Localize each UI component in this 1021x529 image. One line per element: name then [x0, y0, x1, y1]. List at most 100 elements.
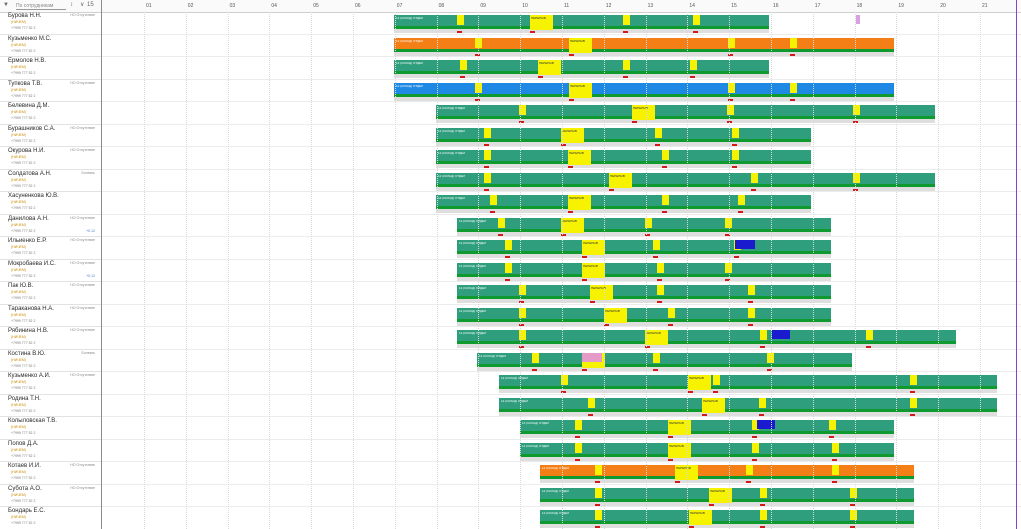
- employee-name[interactable]: Рябинина Н.В.: [8, 328, 49, 334]
- employee-row[interactable]: Хасуненкова Ю.В. (НИЧЕМ) +7999 777 52 2: [0, 192, 101, 215]
- break-block[interactable]: [746, 465, 753, 475]
- shift-bar[interactable]: 12 (СКЛАД) ОТДЕЛ: [499, 397, 997, 409]
- employee-row[interactable]: Рябинина Н.В. (НИЧЕМ) +7999 777 52 2 НО Отс…: [0, 327, 101, 350]
- break-block[interactable]: ПЕРЕРЫВ: [609, 172, 632, 188]
- break-block[interactable]: ПЕРЕРЫВ: [632, 105, 655, 120]
- employee-row[interactable]: Ильиенко Е.Р. (НИЧЕМ) +7999 777 52 2 НО Отс…: [0, 237, 101, 260]
- chevron-down-icon[interactable]: ∨: [80, 2, 85, 8]
- break-block[interactable]: [866, 330, 873, 340]
- employee-row[interactable]: Ермолов Н.В. (НИЧЕМ) +7999 777 52 2: [0, 57, 101, 80]
- employee-row[interactable]: Солдатова А.Н. (НИЧЕМ) +7999 777 52 2 Болез…: [0, 170, 101, 192]
- break-block[interactable]: [713, 375, 720, 385]
- break-block[interactable]: ПЕРЕРЫВ: [530, 15, 553, 30]
- break-block[interactable]: [519, 307, 526, 318]
- break-block[interactable]: [623, 15, 630, 25]
- break-block[interactable]: [910, 397, 917, 408]
- refresh-count[interactable]: 15: [87, 2, 94, 8]
- break-block[interactable]: [728, 37, 735, 48]
- break-block[interactable]: [693, 15, 700, 25]
- break-block[interactable]: ПЕРЕРЫВ: [668, 442, 691, 458]
- employee-row[interactable]: Пак Ю.В. (НИЧЕМ) +7999 777 52 2 НО Отсутств…: [0, 282, 101, 305]
- employee-row[interactable]: Бурашников С.А. (НИЧЕМ) +7999 777 52 2 НО О…: [0, 125, 101, 147]
- break-block[interactable]: [662, 195, 669, 205]
- break-block[interactable]: ПЕРЕРЫВ: [709, 487, 732, 503]
- employee-name[interactable]: Бурова Н.Н.: [8, 13, 42, 19]
- break-block[interactable]: ПЕРЕРЫВ: [582, 262, 605, 278]
- break-block[interactable]: [748, 285, 755, 295]
- employee-row[interactable]: Родина Т.Н. (НИЧЕМ) +7999 777 52 2: [0, 395, 101, 417]
- break-block[interactable]: [505, 240, 512, 250]
- break-block[interactable]: [657, 262, 664, 273]
- break-block[interactable]: ПЕРЕРЫВ: [538, 60, 561, 75]
- break-block[interactable]: [725, 217, 732, 228]
- break-block[interactable]: ПЕРЕРЫВ: [590, 285, 613, 300]
- break-block[interactable]: [519, 285, 526, 295]
- employee-name[interactable]: Ильиенко Е.Р.: [8, 238, 47, 244]
- break-block[interactable]: ПЕРЕРЫВ: [668, 420, 691, 435]
- break-block[interactable]: [728, 82, 735, 93]
- shift-bar[interactable]: 12 (СКЛАД) ОТДЕЛ: [457, 240, 831, 251]
- break-block[interactable]: [484, 127, 491, 138]
- sort-icon[interactable]: ↕: [70, 2, 73, 8]
- employee-name[interactable]: Родина Т.Н.: [8, 395, 41, 402]
- break-block[interactable]: [484, 172, 491, 183]
- break-block[interactable]: [575, 420, 582, 430]
- break-block[interactable]: [850, 487, 857, 498]
- event-block[interactable]: [856, 15, 860, 24]
- break-block[interactable]: [575, 442, 582, 453]
- event-block[interactable]: [735, 240, 755, 249]
- break-block[interactable]: ПЕРЕРЫВ: [568, 150, 591, 165]
- break-block[interactable]: ПЕРЕРЫВ: [568, 195, 591, 210]
- break-block[interactable]: ПЕРЕРЫВ: [561, 217, 584, 233]
- break-block[interactable]: ПЕРЕРЫВ: [569, 82, 592, 98]
- shift-bar[interactable]: 12 (СКЛАД) ОТДЕЛ: [394, 37, 894, 49]
- event-block[interactable]: [772, 330, 790, 339]
- employee-name[interactable]: Солдатова А.Н.: [8, 170, 52, 177]
- employee-row[interactable]: Попов Д.А. (НИЧЕМ) +7999 777 52 2: [0, 440, 101, 462]
- employee-row[interactable]: Субота А.О. (НИЧЕМ) +7999 777 52 2 НО Отсут…: [0, 485, 101, 507]
- break-block[interactable]: [595, 465, 602, 475]
- break-block[interactable]: [725, 262, 732, 273]
- break-block[interactable]: [751, 172, 758, 183]
- shift-bar[interactable]: 12 (СКЛАД) ОТДЕЛ: [520, 420, 894, 431]
- break-block[interactable]: [519, 105, 526, 115]
- shift-bar[interactable]: 12 (СКЛАД) ОТДЕЛ: [436, 195, 811, 206]
- employee-name[interactable]: Тупкова Т.В.: [8, 80, 43, 87]
- break-block[interactable]: ПЕРЕРЫВ: [604, 307, 627, 323]
- employee-name[interactable]: Попов Д.А.: [8, 440, 39, 447]
- break-block[interactable]: [752, 442, 759, 453]
- break-block[interactable]: [498, 217, 505, 228]
- employee-row[interactable]: Костина В.Ю. (НИЧЕМ) +7999 777 52 2 Болезнь: [0, 350, 101, 372]
- break-block[interactable]: [732, 150, 739, 160]
- break-block[interactable]: [790, 82, 797, 93]
- break-block[interactable]: ПЕРЕРЫВ: [675, 465, 698, 480]
- break-block[interactable]: [657, 285, 664, 295]
- break-block[interactable]: [668, 307, 675, 318]
- employee-name[interactable]: Бондарь Е.С.: [8, 508, 46, 514]
- employee-name[interactable]: Костина В.Ю.: [8, 350, 46, 357]
- break-block[interactable]: [457, 15, 464, 25]
- employee-row[interactable]: Тупкова Т.В. (НИЧЕМ) +7999 777 52 2 НО Отсу…: [0, 80, 101, 102]
- shift-bar[interactable]: 12 (СКЛАД) ОТДЕЛ: [394, 15, 769, 26]
- employee-row[interactable]: Тараканова Н.А. (НИЧЕМ) +7999 777 52 2 НО О…: [0, 305, 101, 327]
- employee-name[interactable]: Бурашников С.А.: [8, 125, 56, 132]
- break-block[interactable]: [732, 127, 739, 138]
- shift-bar[interactable]: 12 (СКЛАД) ОТДЕЛ: [436, 105, 935, 116]
- employee-row[interactable]: Кузьменко А.И. (НИЧЕМ) +7999 777 52 2 НО От…: [0, 372, 101, 395]
- break-block[interactable]: [532, 352, 539, 363]
- break-block[interactable]: [653, 352, 660, 363]
- shift-bar[interactable]: 12 (СКЛАД) ОТДЕЛ: [457, 330, 956, 341]
- employee-name[interactable]: Тараканова Н.А.: [8, 305, 54, 312]
- employee-row[interactable]: Белевина Д.М. (НИЧЕМ) +7999 777 52 2: [0, 102, 101, 125]
- break-block[interactable]: [760, 487, 767, 498]
- break-block[interactable]: [829, 420, 836, 430]
- shift-bar[interactable]: 12 (СКЛАД) ОТДЕЛ: [457, 285, 831, 296]
- employee-name[interactable]: Данилова А.Н.: [8, 215, 49, 222]
- employee-row[interactable]: Кузьменко М.С. (НИЧЕМ) +7999 777 52 2: [0, 35, 101, 57]
- break-block[interactable]: [690, 60, 697, 70]
- break-block[interactable]: ПЕРЕРЫВ: [561, 127, 584, 143]
- employee-row[interactable]: Данилова А.Н. (НИЧЕМ) +7999 777 52 2 НО Отс…: [0, 215, 101, 237]
- break-block[interactable]: [460, 60, 467, 70]
- break-block[interactable]: [767, 352, 774, 363]
- employee-name[interactable]: Пак Ю.В.: [8, 283, 34, 289]
